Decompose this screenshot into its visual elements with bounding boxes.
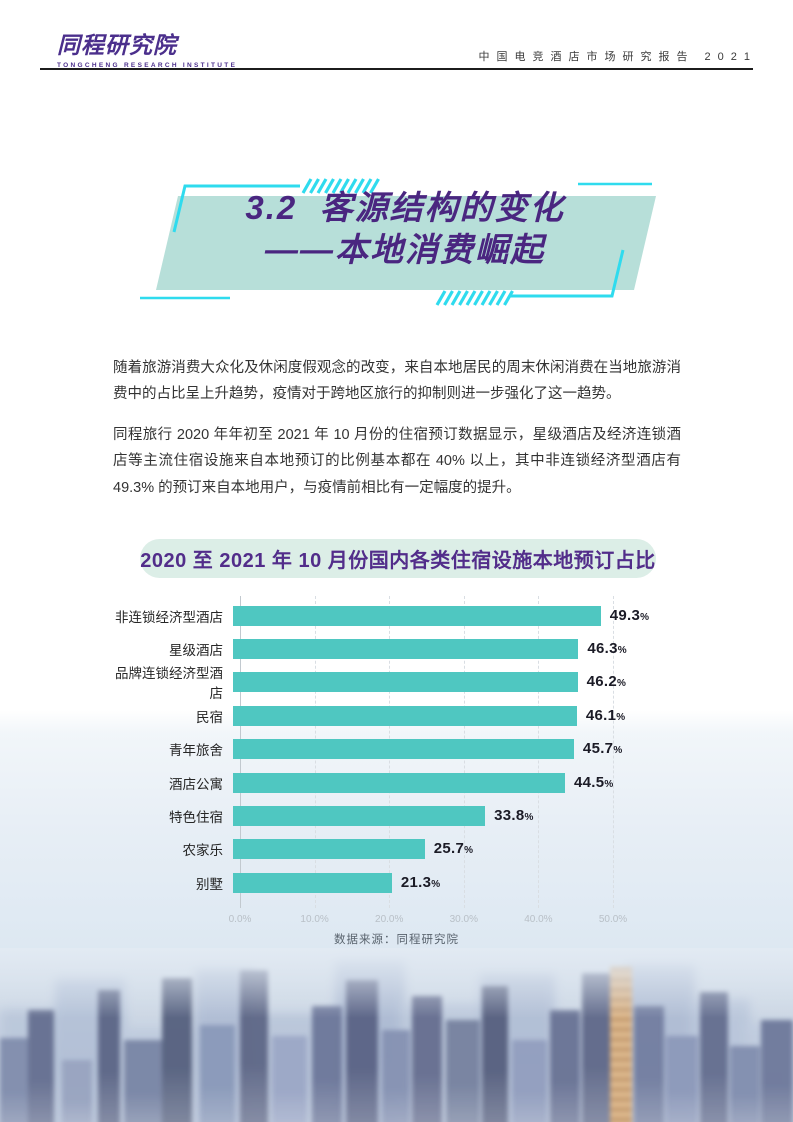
x-axis-ticks: 0.0% 10.0% 20.0% 30.0% 40.0% 50.0% [229, 914, 628, 928]
bar [233, 739, 574, 760]
chart-title: 2020 至 2021 年 10 月份国内各类住宿设施本地预订占比 [140, 550, 656, 572]
local-booking-bar-chart: 非连锁经济型酒店 49.3% 星级酒店 46.3% 品牌连锁经济型酒店 46.2% 民宿 46… [113, 596, 673, 941]
value-label: 49.3% [609, 606, 650, 624]
bar [233, 772, 565, 793]
value-label: 21.3% [400, 873, 441, 891]
bar [233, 672, 578, 693]
gridline [613, 596, 614, 908]
building-shape [124, 1040, 164, 1122]
building-shape [761, 1020, 793, 1122]
category-label: 青年旅舍 [169, 743, 223, 759]
building-shape [446, 1020, 480, 1122]
building-shape [730, 1046, 760, 1122]
value-label: 45.7% [582, 740, 623, 758]
value-label: 25.7% [433, 840, 474, 858]
report-title: 中国电竞酒店市场研究报告 2021 [478, 51, 757, 63]
value-label: 46.3% [587, 640, 627, 658]
bar [233, 806, 486, 827]
bar-row: 星级酒店 46.3% [113, 632, 673, 665]
x-tick-label: 40.0% [524, 914, 553, 925]
x-tick-label: 50.0% [598, 914, 628, 925]
bar-row: 非连锁经济型酒店 49.3% [113, 599, 673, 632]
value-label: 46.1% [585, 706, 626, 724]
category-label: 星级酒店 [169, 643, 223, 659]
building-shape [98, 990, 120, 1122]
building-shape [512, 1040, 547, 1122]
section-title-line1: 3.2 客源结构的变化 [245, 189, 565, 226]
logo-subtitle: TONGCHENG RESEARCH INSTITUTE [57, 62, 238, 69]
category-label: 非连锁经济型酒店 [115, 609, 223, 625]
building-shape [200, 1025, 235, 1122]
category-label: 特色住宿 [169, 810, 223, 826]
x-tick-label: 0.0% [228, 914, 252, 925]
header-divider [40, 68, 753, 70]
category-label: 酒店公寓 [169, 776, 223, 792]
bar-row: 酒店公寓 44.5% [113, 766, 673, 799]
category-label: 品牌连锁经济型酒店 [115, 666, 223, 702]
building-shape [272, 1036, 307, 1122]
bar-row: 特色住宿 33.8% [113, 799, 673, 832]
bar-row: 农家乐 25.7% [113, 833, 673, 866]
skyline-top-fog [0, 948, 793, 1018]
bar [233, 605, 601, 626]
bar-row: 品牌连锁经济型酒店 46.2% [113, 666, 673, 701]
logo-title: 同程研究院 [57, 32, 177, 58]
building-shape [634, 1006, 664, 1122]
banner-decoration-graphic [140, 178, 656, 306]
body-paragraph-2: 同程旅行 2020 年年初至 2021 年 10 月份的住宿预订数据显示，星级酒… [113, 427, 681, 496]
x-tick-label: 30.0% [449, 914, 478, 925]
section-title-line2: ——本地消费崛起 [265, 231, 545, 269]
category-label: 农家乐 [182, 843, 224, 859]
data-source-note: 数据来源：同程研究院 [334, 934, 459, 946]
chart-rows: 非连锁经济型酒店 49.3% 星级酒店 46.3% 品牌连锁经济型酒店 46.2% 民宿 46… [113, 599, 673, 900]
city-skyline-image [0, 948, 793, 1122]
bar [233, 639, 579, 660]
building-shape [28, 1010, 54, 1122]
value-label: 46.2% [586, 673, 626, 691]
value-label: 44.5% [573, 773, 614, 791]
building-shape [550, 1010, 580, 1122]
x-tick-label: 10.0% [300, 914, 329, 925]
category-label: 民宿 [196, 709, 223, 725]
section-title: 3.2 客源结构的变化 ——本地消费崛起 [160, 187, 650, 271]
building-shape [382, 1030, 410, 1122]
building-shape [666, 1036, 698, 1122]
bar-row: 青年旅舍 45.7% [113, 733, 673, 766]
bar [233, 839, 425, 860]
building-shape [62, 1060, 92, 1122]
chart-title-pill: 2020 至 2021 年 10 月份国内各类住宿设施本地预订占比 [140, 539, 656, 578]
category-label: 别墅 [196, 876, 223, 892]
bar-row: 别墅 21.3% [113, 866, 673, 899]
bar [233, 705, 577, 726]
section-banner: 3.2 客源结构的变化 ——本地消费崛起 [140, 175, 670, 310]
building-shape [312, 1006, 342, 1122]
x-tick-label: 20.0% [375, 914, 404, 925]
tongcheng-logo: 同程研究院 TONGCHENG RESEARCH INSTITUTE [57, 26, 237, 69]
value-label: 33.8% [494, 807, 534, 825]
bar [233, 872, 392, 893]
bar-row: 民宿 46.1% [113, 699, 673, 732]
body-paragraph-1: 随着旅游消费大众化及休闲度假观念的改变，来自本地居民的周末休闲消费在当地旅游消费… [113, 360, 681, 403]
